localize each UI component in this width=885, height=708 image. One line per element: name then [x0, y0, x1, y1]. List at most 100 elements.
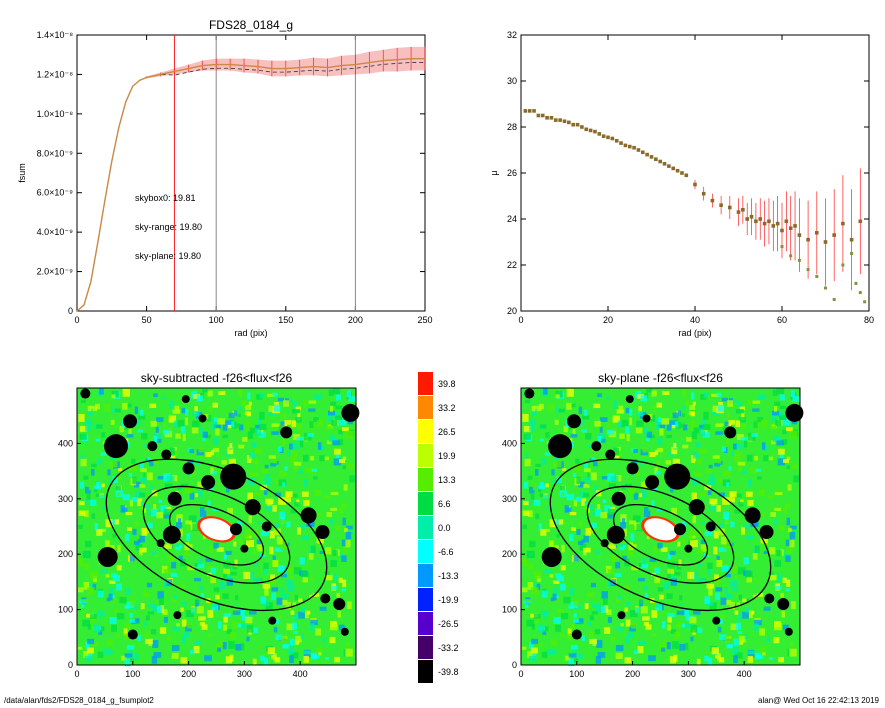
noise-pixel [78, 510, 86, 517]
noise-pixel [589, 472, 597, 481]
noise-pixel [671, 446, 678, 455]
noise-pixel [679, 423, 685, 428]
noise-pixel [547, 648, 555, 655]
noise-pixel [663, 581, 669, 590]
noise-pixel [620, 514, 627, 523]
noise-pixel [230, 631, 237, 640]
noise-pixel [145, 615, 150, 621]
noise-pixel [573, 658, 578, 663]
noise-pixel [651, 500, 655, 508]
noise-pixel [619, 539, 626, 544]
noise-pixel [704, 530, 713, 537]
data-point-alt [863, 300, 867, 304]
noise-pixel [604, 505, 611, 514]
noise-pixel [267, 647, 275, 655]
noise-pixel [628, 542, 634, 551]
noise-pixel [151, 458, 159, 464]
noise-pixel [657, 424, 666, 429]
noise-pixel [91, 469, 95, 476]
noise-pixel [561, 476, 567, 481]
noise-pixel [275, 615, 283, 619]
noise-pixel [89, 571, 97, 579]
noise-pixel [84, 510, 89, 518]
noise-pixel [636, 523, 643, 532]
noise-pixel [763, 550, 769, 554]
noise-pixel [323, 495, 331, 499]
noise-pixel [539, 403, 544, 410]
noise-pixel [272, 555, 276, 560]
noise-pixel [311, 468, 318, 472]
noise-pixel [674, 571, 681, 576]
noise-pixel [666, 642, 671, 650]
y-axis-label: fsum [17, 163, 27, 183]
data-point [745, 217, 749, 221]
noise-pixel [649, 451, 656, 457]
noise-pixel [730, 579, 738, 587]
noise-pixel [701, 418, 706, 425]
noise-pixel [289, 575, 294, 583]
chart-title: FDS28_0184_g [209, 18, 293, 32]
noise-pixel [313, 476, 318, 480]
noise-pixel [625, 636, 630, 644]
noise-pixel [772, 389, 778, 396]
noise-pixel [236, 539, 243, 544]
noise-pixel [183, 632, 190, 639]
noise-pixel [111, 573, 118, 578]
noise-pixel [692, 477, 699, 486]
noise-pixel [339, 459, 346, 463]
noise-pixel [102, 506, 109, 510]
noise-pixel [213, 587, 220, 592]
noise-pixel [87, 638, 95, 645]
noise-pixel [199, 510, 207, 517]
noise-pixel [349, 475, 357, 483]
y-tick-label: 300 [58, 494, 73, 504]
noise-pixel [724, 635, 731, 643]
noise-pixel [156, 417, 164, 423]
noise-pixel [143, 472, 147, 481]
noise-pixel [600, 417, 608, 423]
noise-pixel [739, 406, 745, 411]
noise-pixel [583, 468, 591, 472]
noise-pixel [552, 587, 559, 596]
noise-pixel [270, 577, 277, 585]
noise-pixel [310, 619, 318, 626]
model-line-dashed [76, 62, 425, 312]
noise-pixel [531, 638, 539, 645]
noise-pixel [347, 464, 355, 469]
noise-pixel [258, 424, 267, 430]
noise-pixel [108, 544, 115, 551]
noise-pixel [252, 658, 257, 665]
noise-pixel [87, 408, 93, 416]
noise-pixel [308, 400, 317, 404]
masked-star [617, 611, 626, 620]
noise-pixel [91, 617, 95, 625]
data-point [662, 162, 667, 166]
noise-pixel [252, 549, 259, 554]
noise-pixel [528, 510, 533, 518]
noise-pixel [207, 610, 214, 618]
noise-pixel [619, 433, 625, 439]
noise-pixel [101, 483, 105, 488]
data-point [788, 226, 793, 230]
noise-pixel [304, 478, 309, 487]
noise-pixel [741, 611, 749, 619]
noise-pixel [193, 640, 202, 645]
noise-pixel [177, 419, 185, 428]
noise-pixel [171, 597, 177, 603]
noise-pixel [341, 539, 348, 547]
noise-pixel [529, 424, 535, 432]
y-axis-label: μ [489, 170, 499, 175]
colorbar-label: -13.3 [438, 571, 459, 581]
noise-pixel [314, 489, 321, 497]
noise-pixel [544, 569, 553, 573]
noise-pixel [679, 643, 686, 651]
noise-pixel [139, 484, 146, 488]
noise-pixel [562, 468, 567, 472]
noise-pixel [177, 485, 182, 490]
noise-pixel [733, 655, 738, 664]
noise-pixel [785, 555, 791, 562]
noise-pixel [639, 493, 643, 498]
noise-pixel [696, 627, 703, 634]
noise-pixel [168, 426, 173, 432]
noise-pixel [523, 433, 531, 440]
